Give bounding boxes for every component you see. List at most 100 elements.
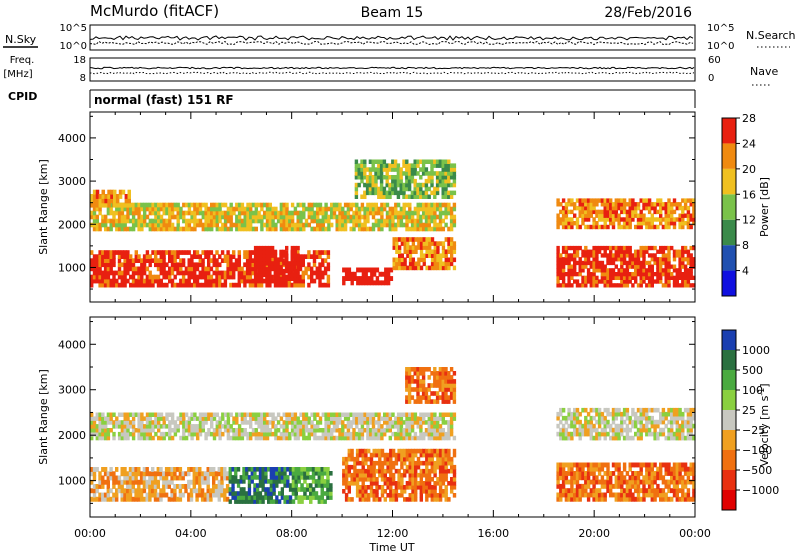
echo-cell — [380, 472, 385, 478]
echo-cell — [438, 464, 443, 470]
echo-cell — [181, 471, 185, 477]
echo-cell — [389, 493, 393, 498]
echo-cell — [672, 217, 677, 222]
echo-cell — [408, 261, 413, 267]
echo-cell — [285, 257, 289, 262]
echo-cell — [639, 275, 643, 280]
echo-cell — [243, 214, 247, 220]
echo-cell — [282, 282, 286, 288]
echo-cell — [396, 428, 401, 433]
echo-cell — [394, 222, 398, 228]
echo-cell — [647, 260, 652, 266]
echo-cell — [280, 475, 284, 480]
echo-cell — [90, 416, 94, 421]
echo-cell — [408, 420, 412, 425]
echo-cell — [375, 280, 380, 286]
echo-cell — [159, 218, 164, 224]
echo-cell — [234, 479, 238, 484]
echo-cell — [109, 258, 113, 263]
echo-cell — [263, 424, 267, 429]
echo-cell — [164, 471, 169, 477]
echo-cell — [592, 272, 596, 277]
echo-cell — [369, 206, 373, 212]
echo-cell — [414, 460, 418, 466]
echo-cell — [298, 266, 303, 272]
echo-cell — [220, 479, 224, 485]
echo-cell — [268, 272, 272, 278]
echo-cell — [260, 412, 264, 417]
echo-cell — [444, 448, 448, 454]
echo-cell — [126, 270, 130, 276]
echo-cell — [424, 210, 429, 216]
echo-cell — [327, 226, 331, 232]
echo-cell — [405, 485, 410, 490]
echo-cell — [332, 420, 337, 425]
echo-cell — [386, 452, 390, 458]
echo-cell — [636, 492, 641, 498]
echo-cell — [667, 257, 671, 262]
echo-cell — [614, 213, 618, 218]
echo-cell — [90, 412, 94, 417]
echo-cell — [311, 475, 316, 480]
echo-cell — [570, 257, 574, 262]
echo-cell — [341, 424, 345, 429]
echo-cell — [614, 198, 618, 203]
echo-cell — [98, 424, 102, 429]
echo-cell — [356, 280, 360, 286]
echo-cell — [332, 412, 337, 417]
echo-cell — [650, 275, 654, 280]
echo-cell — [439, 241, 443, 246]
echo-cell — [586, 496, 591, 502]
echo-cell — [664, 253, 668, 258]
echo-cell — [235, 431, 239, 437]
echo-cell — [314, 467, 319, 472]
echo-cell — [622, 488, 627, 494]
echo-cell — [661, 224, 666, 230]
echo-cell — [271, 258, 275, 263]
echo-cell — [142, 262, 147, 268]
echo-cell — [371, 214, 376, 220]
echo-cell — [218, 254, 222, 259]
echo-cell — [380, 464, 385, 470]
echo-cell — [226, 274, 230, 280]
echo-cell — [299, 226, 303, 232]
echo-cell — [427, 399, 431, 404]
echo-cell — [631, 205, 635, 211]
echo-cell — [301, 278, 305, 284]
echo-cell — [256, 483, 260, 488]
echo-cell — [358, 485, 363, 490]
echo-cell — [447, 399, 451, 404]
echo-cell — [338, 226, 342, 232]
echo-cell — [301, 258, 305, 263]
echo-cell — [215, 210, 219, 216]
echo-cell — [664, 205, 668, 211]
echo-cell — [653, 253, 657, 258]
echo-cell — [675, 205, 679, 211]
echo-cell — [438, 159, 443, 164]
nave-label: Nave — [750, 65, 778, 78]
echo-cell — [444, 493, 448, 498]
echo-cell — [611, 224, 616, 230]
echo-cell — [411, 485, 415, 490]
echo-cell — [204, 282, 208, 288]
echo-cell — [212, 412, 217, 417]
echo-cell — [427, 194, 431, 199]
echo-cell — [592, 496, 596, 502]
echo-cell — [129, 282, 133, 288]
echo-cell — [428, 249, 432, 254]
echo-cell — [151, 202, 155, 208]
echo-cell — [127, 194, 131, 199]
echo-cell — [176, 210, 180, 216]
echo-cell — [419, 383, 423, 388]
echo-cell — [427, 178, 431, 184]
echo-cell — [143, 435, 147, 441]
echo-cell — [436, 424, 440, 429]
echo-cell — [597, 471, 602, 476]
echo-cell — [215, 420, 219, 425]
echo-cell — [397, 452, 401, 458]
echo-cell — [402, 435, 406, 441]
echo-cell — [407, 367, 412, 372]
echo-cell — [159, 435, 164, 441]
echo-cell — [134, 258, 138, 263]
echo-cell — [595, 496, 599, 502]
